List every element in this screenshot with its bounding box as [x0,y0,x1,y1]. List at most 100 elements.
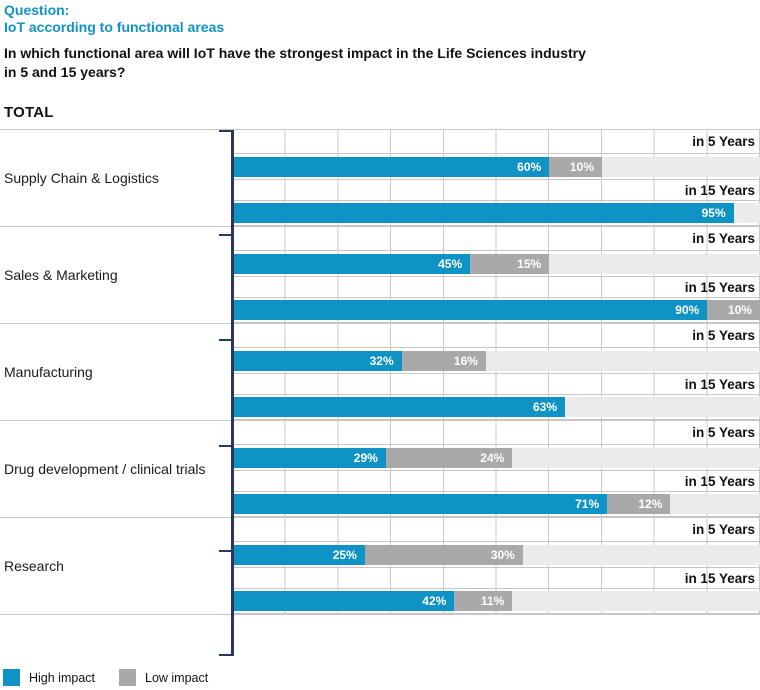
bar-row: 90% 10% [233,298,760,323]
axis-tick [219,130,232,132]
axis-tick [219,234,232,237]
bar-track: 32% 16% [233,351,760,371]
bar-remainder [549,254,760,274]
period-label: in 15 Years [684,570,755,586]
low-impact-segment: 11% [454,591,513,611]
low-impact-value: 12% [638,497,663,511]
bar-track: 45% 15% [233,254,760,274]
category-section: Sales & Marketing in 5 Years 45% 15% in 15 Y… [0,227,760,324]
total-label: TOTAL [4,104,54,121]
high-impact-value: 45% [438,257,463,271]
axis-tick [219,339,232,342]
bar-row: 95% [233,201,760,226]
category-label: Supply Chain & Logistics [4,170,159,186]
low-impact-segment: 24% [385,448,513,468]
bar-track: 60% 10% [233,157,760,177]
low-impact-value: 30% [490,548,515,562]
bar-row: 42% 11% [233,589,760,614]
high-impact-segment: 95% [233,203,734,223]
high-impact-segment: 32% [233,351,402,371]
low-impact-value: 10% [727,303,752,317]
bar-track: 42% 11% [233,591,760,611]
bar-row: 29% 24% [233,445,760,471]
category-label: Sales & Marketing [4,267,118,283]
period-label: in 5 Years [692,522,755,537]
high-impact-segment: 71% [233,494,608,514]
bar-remainder [512,591,760,611]
bar-remainder [522,545,760,565]
high-impact-value: 90% [675,303,700,317]
high-impact-value: 29% [353,451,378,465]
high-impact-swatch [3,669,20,686]
high-impact-segment: 42% [233,591,455,611]
low-impact-segment: 10% [549,157,602,177]
high-impact-segment: 25% [233,545,365,565]
high-impact-segment: 60% [233,157,550,177]
category-cell: Sales & Marketing [0,227,233,323]
bar-track: 29% 24% [233,448,760,468]
high-impact-value: 42% [422,594,447,608]
period-label-row: in 5 Years [233,324,760,348]
bar-remainder [485,351,760,371]
axis-tick [219,654,232,656]
category-cell: Manufacturing [0,324,233,420]
low-impact-swatch [119,669,136,686]
period-label: in 5 Years [692,231,755,246]
low-impact-value: 10% [569,160,594,174]
bar-track: 25% 30% [233,545,760,565]
question-text: In which functional area will IoT have t… [4,45,586,80]
period-label-row: in 5 Years [233,421,760,445]
low-impact-segment: 12% [607,494,671,514]
bar-row: 25% 30% [233,542,760,568]
period-label-row: in 15 Years [233,277,760,298]
high-impact-value: 71% [575,497,600,511]
low-impact-segment: 30% [364,545,523,565]
low-impact-value: 15% [517,257,542,271]
question-label: Question: [4,2,70,18]
low-impact-segment: 10% [707,300,760,320]
high-impact-segment: 90% [233,300,708,320]
plot-area: in 5 Years 29% 24% in 15 Years 71% 12% [233,421,760,517]
period-label-row: in 5 Years [233,130,760,154]
high-impact-value: 95% [701,206,726,220]
legend-item: Low impact [119,669,208,686]
high-impact-segment: 29% [233,448,386,468]
period-label-row: in 15 Years [233,374,760,395]
period-label: in 5 Years [692,425,755,440]
low-impact-value: 24% [480,451,505,465]
low-impact-value: 11% [480,594,505,608]
legend: High impact Low impact [3,669,232,686]
bar-remainder [670,494,760,514]
period-label-row: in 5 Years [233,518,760,542]
axis-tick [219,549,232,552]
plot-area: in 5 Years 25% 30% in 15 Years 42% 11% [233,518,760,614]
period-label-row: in 5 Years [233,227,760,251]
high-impact-value: 32% [369,354,394,368]
bar-track: 71% 12% [233,494,760,514]
category-section: Research in 5 Years 25% 30% in 15 Years 42% 11… [0,518,760,615]
bar-remainder [512,448,760,468]
axis-tick [219,444,232,447]
category-cell: Supply Chain & Logistics [0,130,233,226]
period-label-row: in 15 Years [233,180,760,201]
bar-row: 63% [233,395,760,420]
question-topic: IoT according to functional areas [4,19,225,35]
bar-chart: Supply Chain & Logistics in 5 Years 60% 10%… [0,129,760,656]
category-label: Drug development / clinical trials [4,461,206,477]
high-impact-segment: 63% [233,397,565,417]
period-label-row: in 15 Years [233,568,760,589]
legend-label: High impact [29,670,95,685]
category-label: Research [4,558,64,574]
category-cell: Drug development / clinical trials [0,421,233,517]
bar-track: 90% 10% [233,300,760,320]
page-header: Question: IoT according to functional ar… [4,2,744,121]
period-label: in 15 Years [684,376,755,392]
legend-label: Low impact [145,670,209,685]
bar-row: 32% 16% [233,348,760,374]
bar-remainder [601,157,760,177]
high-impact-value: 63% [532,400,557,414]
low-impact-segment: 16% [401,351,486,371]
bar-remainder [733,203,760,223]
high-impact-value: 25% [332,548,357,562]
bar-track: 63% [233,397,760,417]
